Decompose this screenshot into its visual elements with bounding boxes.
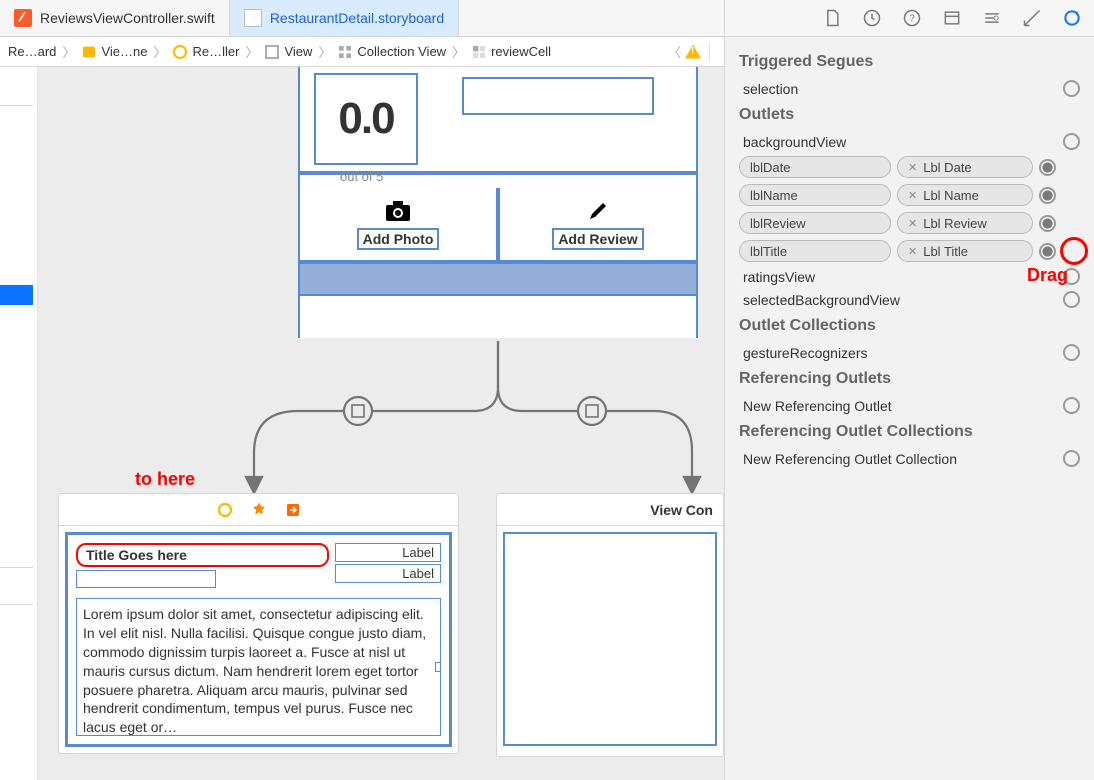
segue-arrows — [38, 67, 724, 527]
connection-circle[interactable] — [1063, 450, 1080, 467]
breadcrumb-item[interactable]: Re…ard — [4, 44, 60, 59]
title-label[interactable]: Title Goes here — [76, 543, 329, 567]
outlet-row-lbltitle[interactable]: lblTitle ✕Lbl Title — [725, 237, 1094, 265]
storyboard-icon — [81, 44, 97, 60]
annotation-red-ring — [1060, 237, 1088, 265]
collectionview-icon — [337, 44, 353, 60]
outlet-row-selectedbackgroundview[interactable]: selectedBackgroundView — [725, 288, 1094, 311]
section-referencing-outlet-collections: Referencing Outlet Collections — [725, 417, 1094, 447]
breadcrumb: Re…ard 〉 Vie…ne 〉 Re…ller 〉 View 〉 Colle… — [0, 37, 724, 67]
breadcrumb-item[interactable]: Vie…ne — [77, 44, 151, 60]
cell-topbar — [59, 494, 458, 526]
review-cell-frame[interactable]: to here Title Goes here Label Label Lore… — [58, 493, 459, 754]
connection-circle-filled[interactable] — [1039, 243, 1056, 260]
outlet-row-lblname[interactable]: lblName ✕Lbl Name — [725, 181, 1094, 209]
connection-circle-filled[interactable] — [1039, 187, 1056, 204]
svg-text:?: ? — [909, 13, 915, 24]
outlet-row-new-referencing[interactable]: New Referencing Outlet — [725, 394, 1094, 417]
review-text[interactable]: Lorem ipsum dolor sit amet, consectetur … — [76, 598, 441, 736]
file-inspector-icon[interactable] — [822, 8, 842, 28]
section-outlet-collections: Outlet Collections — [725, 311, 1094, 341]
label2[interactable]: Label — [335, 564, 441, 583]
connection-circle[interactable] — [1063, 80, 1080, 97]
connection-circle[interactable] — [1063, 344, 1080, 361]
attributes-inspector-icon[interactable] — [982, 8, 1002, 28]
outlet-row-new-referencing-collection[interactable]: New Referencing Outlet Collection — [725, 447, 1094, 470]
swift-file-icon — [14, 9, 32, 27]
date-label[interactable] — [76, 570, 216, 588]
exit-icon[interactable] — [284, 501, 302, 519]
connection-circle[interactable] — [1063, 397, 1080, 414]
outlet-row-lblreview[interactable]: lblReview ✕Lbl Review — [725, 209, 1094, 237]
annotation-tohere: to here — [135, 469, 195, 490]
history-inspector-icon[interactable] — [862, 8, 882, 28]
section-triggered-segues: Triggered Segues — [725, 47, 1094, 77]
inspector-toolbar: ? — [724, 0, 1094, 37]
breadcrumb-item[interactable]: reviewCell — [467, 44, 555, 60]
disconnect-icon[interactable]: ✕ — [908, 245, 917, 258]
disconnect-icon[interactable]: ✕ — [908, 217, 917, 230]
outlet-row-backgroundview[interactable]: backgroundView — [725, 130, 1094, 153]
size-inspector-icon[interactable] — [1022, 8, 1042, 28]
identity-inspector-icon[interactable] — [942, 8, 962, 28]
viewcontroller-frame[interactable]: View Con — [496, 493, 724, 757]
vc-title: View Con — [650, 502, 713, 518]
outlet-row-gesturerecognizers[interactable]: gestureRecognizers — [725, 341, 1094, 364]
connections-inspector-icon[interactable] — [1062, 8, 1082, 28]
tab-label: ReviewsViewController.swift — [40, 10, 215, 26]
breadcrumb-item[interactable]: View — [260, 44, 316, 60]
cell-icon — [471, 44, 487, 60]
storyboard-file-icon — [244, 9, 262, 27]
vc-view[interactable] — [503, 532, 717, 746]
annotation-drag: Drag — [1027, 265, 1068, 286]
help-inspector-icon[interactable]: ? — [902, 8, 922, 28]
viewcontroller-icon[interactable] — [216, 501, 234, 519]
warning-icon[interactable] — [685, 45, 701, 59]
connection-circle[interactable] — [1063, 133, 1080, 150]
outlet-row-lbldate[interactable]: lblDate ✕Lbl Date — [725, 153, 1094, 181]
vc-topbar: View Con — [497, 494, 723, 526]
connection-circle-filled[interactable] — [1039, 215, 1056, 232]
first-responder-icon[interactable] — [250, 501, 268, 519]
breadcrumb-item[interactable]: Collection View — [333, 44, 450, 60]
review-cell[interactable]: Title Goes here Label Label Lorem ipsum … — [65, 532, 452, 747]
viewcontroller-icon — [172, 44, 188, 60]
tab-storyboard-file[interactable]: RestaurantDetail.storyboard — [230, 0, 459, 36]
breadcrumb-back[interactable]: 〈 — [668, 42, 681, 61]
left-gutter — [0, 67, 38, 780]
section-referencing-outlets: Referencing Outlets — [725, 364, 1094, 394]
view-icon — [264, 44, 280, 60]
gutter-selection[interactable] — [0, 285, 33, 305]
connection-circle-filled[interactable] — [1039, 159, 1056, 176]
breadcrumb-nav: 〈 — [668, 42, 720, 61]
connections-inspector: Triggered Segues selection Outlets backg… — [724, 37, 1094, 780]
disconnect-icon[interactable]: ✕ — [908, 189, 917, 202]
section-outlets: Outlets — [725, 100, 1094, 130]
disconnect-icon[interactable]: ✕ — [908, 161, 917, 174]
tab-label: RestaurantDetail.storyboard — [270, 10, 444, 26]
name-label[interactable]: Label — [335, 543, 441, 562]
breadcrumb-item[interactable]: Re…ller — [168, 44, 243, 60]
outlet-row-selection[interactable]: selection — [725, 77, 1094, 100]
outlet-row-ratingsview[interactable]: ratingsView Drag — [725, 265, 1094, 288]
connection-circle[interactable] — [1063, 291, 1080, 308]
tab-swift-file[interactable]: ReviewsViewController.swift — [0, 0, 230, 36]
